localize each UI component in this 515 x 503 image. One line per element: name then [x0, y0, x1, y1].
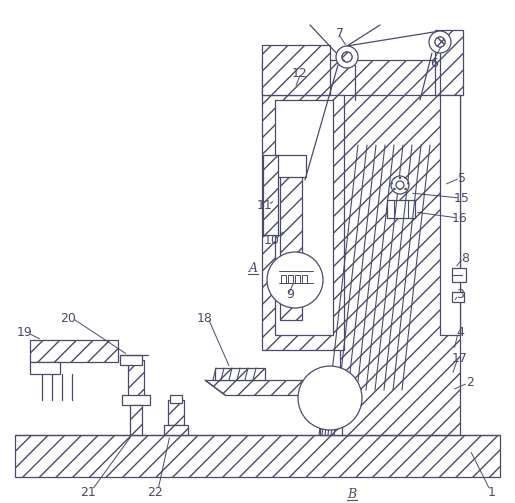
Bar — [262, 45, 330, 95]
Bar — [168, 400, 184, 425]
Text: A: A — [249, 262, 258, 275]
Text: 19: 19 — [17, 326, 33, 340]
Bar — [320, 405, 342, 435]
Text: 2: 2 — [466, 377, 474, 389]
Text: 1: 1 — [488, 485, 496, 498]
Circle shape — [396, 181, 404, 189]
Polygon shape — [205, 380, 340, 395]
Polygon shape — [215, 368, 265, 380]
Bar — [275, 100, 333, 335]
Bar — [122, 395, 150, 405]
Text: B: B — [348, 487, 356, 500]
Text: 20: 20 — [60, 311, 76, 324]
Bar — [164, 425, 188, 435]
Circle shape — [342, 52, 352, 62]
Bar — [276, 155, 306, 177]
Bar — [387, 200, 415, 218]
Text: 6: 6 — [430, 56, 438, 69]
Bar — [440, 95, 460, 335]
Circle shape — [298, 366, 362, 430]
Circle shape — [435, 37, 445, 47]
Circle shape — [429, 31, 451, 53]
Text: 8: 8 — [461, 252, 469, 265]
Text: 18: 18 — [197, 311, 213, 324]
Bar — [281, 275, 286, 283]
Circle shape — [435, 37, 445, 47]
Bar — [263, 155, 278, 235]
Bar — [435, 30, 463, 95]
Bar — [262, 60, 462, 95]
Bar — [280, 175, 302, 320]
Text: 15: 15 — [454, 192, 470, 205]
Bar — [340, 90, 460, 435]
Circle shape — [342, 52, 352, 62]
Bar — [302, 275, 307, 283]
Text: 21: 21 — [80, 485, 96, 498]
Text: 12: 12 — [292, 66, 308, 79]
Circle shape — [391, 176, 409, 194]
Text: 3: 3 — [456, 289, 464, 301]
Text: 10: 10 — [264, 233, 280, 246]
Text: 22: 22 — [147, 485, 163, 498]
Bar — [30, 362, 60, 374]
Bar — [262, 90, 344, 350]
Text: 7: 7 — [336, 27, 344, 40]
Bar — [452, 268, 466, 282]
Text: 17: 17 — [452, 352, 468, 365]
Bar — [295, 275, 300, 283]
Text: 16: 16 — [452, 211, 468, 224]
Bar — [128, 360, 144, 400]
Bar — [452, 292, 464, 302]
Text: 4: 4 — [456, 326, 464, 340]
Bar — [30, 340, 118, 362]
Bar — [15, 435, 500, 477]
Circle shape — [336, 46, 358, 68]
Circle shape — [267, 252, 323, 308]
Text: 9: 9 — [286, 289, 294, 301]
Text: 11: 11 — [257, 199, 273, 211]
Bar — [322, 390, 340, 405]
Bar — [170, 395, 182, 403]
Bar — [120, 355, 142, 365]
Text: 5: 5 — [458, 172, 466, 185]
Bar — [288, 275, 293, 283]
Bar — [130, 405, 142, 435]
